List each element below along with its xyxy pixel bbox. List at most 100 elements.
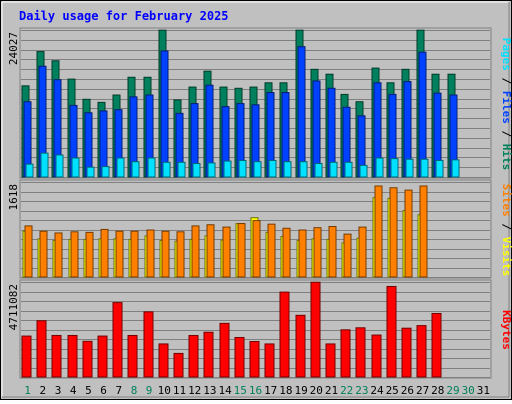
panel-requests-bar-pages [253,161,262,178]
panel-requests-axis-title-part: / [500,124,512,144]
panel-volume-bar-kbytes [21,335,32,378]
chart-title: Daily usage for February 2025 [19,9,229,23]
panel-visitors-axis-title-part: / [500,217,512,237]
panel-requests-bar-pages [162,161,171,178]
panel-volume-bar-kbytes [97,335,108,378]
panel-requests-axis-title: Pages / Files / Hits [500,38,512,171]
panel-volume-bar-kbytes [219,322,230,378]
panel-volume-bar-kbytes [431,312,442,378]
panel-visitors-bar-sites [85,231,94,278]
panel-volume-bar-kbytes [416,325,427,378]
panel-requests-bar-pages [314,163,323,178]
panel-requests-bar-files [297,46,306,178]
x-tick-label-day: 9 [146,384,153,397]
panel-requests-bar-pages [131,161,140,178]
panel-requests-axis-title-part: Hits [500,144,512,171]
x-tick-label-day: 30 [462,384,475,397]
panel-volume-bar-kbytes [127,334,138,378]
x-tick-label-day: 28 [431,384,444,397]
panel-volume-bar-kbytes [310,281,321,378]
panel-visitors-bar-sites [222,226,231,278]
panel-visitors-bar-sites [343,233,352,278]
x-tick-label-day: 8 [131,384,138,397]
panel-requests-bar-pages [101,166,110,178]
panel-volume-bar-kbytes [82,340,93,378]
x-tick-label-day: 15 [234,384,247,397]
x-tick-label-day: 18 [279,384,292,397]
panel-visitors-bar-sites [404,189,413,278]
panel-requests-bar-pages [40,152,49,178]
x-tick-label-day: 5 [85,384,92,397]
panel-volume-ymax-label: 4711082 [7,284,20,330]
panel-volume-bar-kbytes [158,343,169,378]
panel-visitors-bar-sites [328,226,337,278]
panel-visitors-bar-sites [24,225,33,278]
panel-volume-axis-title: KBytes [500,310,512,350]
panel-visitors-bar-sites [70,231,79,278]
panel-requests-bar-pages [55,154,64,178]
panel-volume-bar-kbytes [234,336,245,378]
panel-volume-bar-kbytes [203,331,214,378]
panel-requests-bar-pages [329,161,338,178]
x-tick-label-day: 2 [39,384,46,397]
panel-requests-bar-pages [25,163,34,178]
x-tick-label-day: 29 [446,384,459,397]
panel-volume-bar-kbytes [36,320,47,378]
x-tick-label-day: 25 [386,384,399,397]
x-tick-label-day: 12 [188,384,201,397]
panel-volume-bar-kbytes [401,327,412,378]
panel-requests-bar-pages [147,157,156,178]
panel-requests-bar-pages [71,157,80,178]
panel-visitors-bar-sites [419,185,428,278]
x-tick-label-day: 13 [203,384,216,397]
panel-visitors-bar-sites [191,225,200,278]
panel-volume-bar-kbytes [188,334,199,378]
panel-visitors-bar-sites [54,232,63,278]
x-tick-label-day: 22 [340,384,353,397]
x-tick-label-day: 26 [401,384,414,397]
panel-requests-bar-pages [375,157,384,178]
panel-requests-bar-pages [238,159,247,178]
panel-requests-axis-title-part: / [500,71,512,91]
panel-volume-axis-title-part: KBytes [500,310,512,350]
panel-visitors-bar-sites [282,227,291,278]
panel-requests-bar-pages [223,160,232,178]
panel-volume-bar-kbytes [340,329,351,378]
panel-volume-bar-kbytes [295,314,306,378]
x-tick-label-day: 10 [158,384,171,397]
panel-visitors-bar-sites [130,230,139,278]
panel-visitors-bar-sites [358,226,367,278]
panel-volume-bar-kbytes [112,302,123,378]
panel-requests-bar-pages [177,161,186,178]
panel-visitors-bar-sites [100,228,109,278]
panel-visitors-axis-title: Sites / Visits [500,184,512,277]
panel-visitors-axis-title-part: Visits [500,237,512,277]
panel-requests-bar-pages [344,161,353,178]
panel-volume-bar-kbytes [264,343,275,378]
x-tick-label-day: 14 [218,384,232,397]
panel-volume-bar-kbytes [67,334,78,378]
panel-visitors-bar-sites [176,231,185,278]
panel-requests-bar-pages [283,161,292,178]
x-tick-label-day: 4 [70,384,77,397]
panel-requests-bar-files [160,50,169,178]
panel-volume-bar-kbytes [325,343,336,378]
panel-volume-bar-kbytes [355,327,366,378]
x-tick-label-day: 11 [173,384,186,397]
x-tick-label-day: 3 [55,384,62,397]
panel-visitors-ymax-label: 1618 [7,184,20,211]
panel-requests-bar-pages [268,159,277,178]
panel-volume-bar-kbytes [173,352,184,378]
x-tick-label-day: 20 [310,384,323,397]
panel-requests-ymax-label: 24027 [7,32,20,65]
panel-volume-bar-kbytes [51,334,62,378]
panel-requests-bar-pages [359,164,368,178]
x-tick-label-day: 6 [100,384,107,397]
x-tick-label-day: 21 [325,384,338,397]
panel-visitors-bar-sites [206,224,215,278]
panel-visitors-bar-sites [115,230,124,278]
x-tick-label-day: 19 [294,384,307,397]
panel-visitors-bar-sites [161,230,170,278]
